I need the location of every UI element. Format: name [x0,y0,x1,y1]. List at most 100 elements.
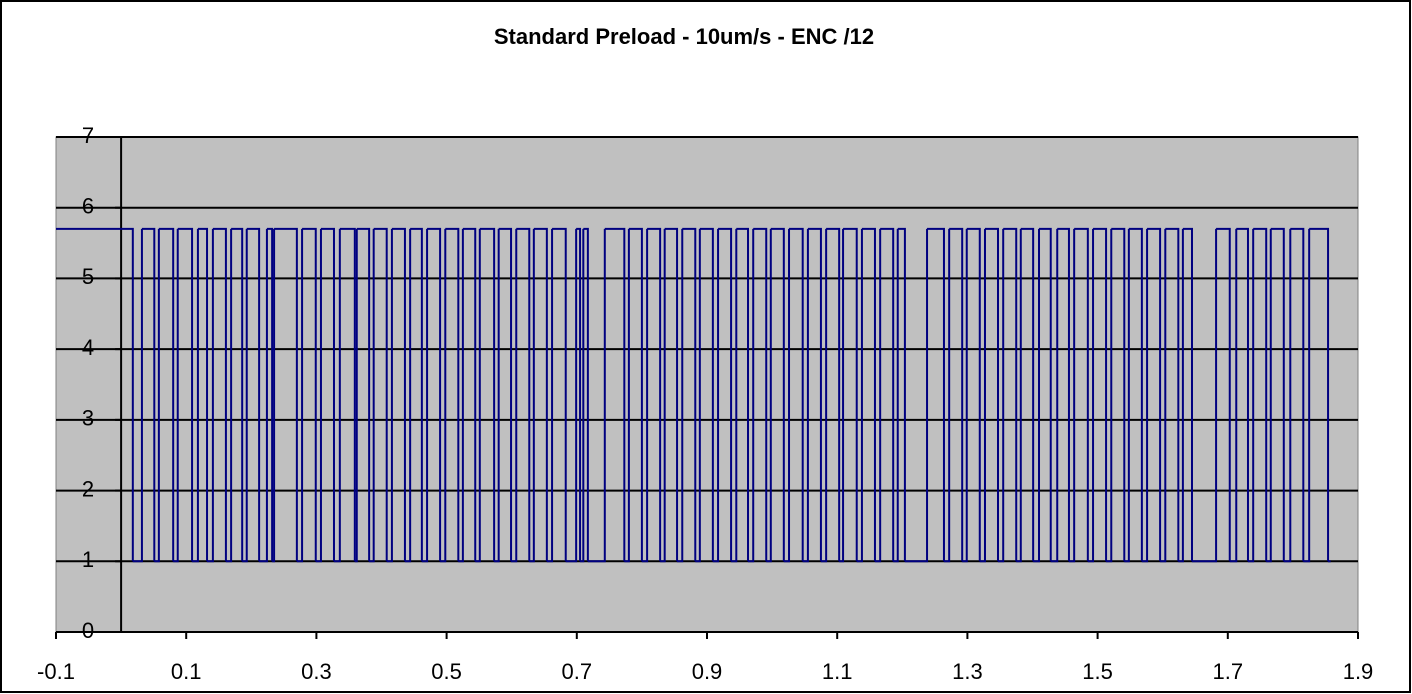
line-segment [856,228,863,563]
line-segment [1266,228,1272,563]
line-segment [966,227,981,562]
y-tick-label: 2 [82,476,94,501]
line-segment [1106,228,1113,563]
line-segment [158,227,175,562]
y-tick-label: 6 [82,194,94,219]
line-segment [1191,228,1218,563]
line-segment [1050,228,1059,563]
line-segment [302,227,317,562]
line-segment [320,227,335,562]
line-segment [404,228,412,563]
line-segment [373,227,388,562]
line-segment [962,228,968,563]
line-segment [641,228,649,563]
line-segment [839,228,845,563]
line-segment [266,227,274,562]
line-segment [861,227,876,562]
line-segment [1003,227,1018,562]
line-segment [552,227,567,562]
line-segment [1236,227,1249,562]
line-segment [154,228,160,563]
x-tick-label: 1.1 [822,659,853,684]
line-segment [494,228,500,563]
line-segment [462,227,477,562]
line-segment [498,227,513,562]
line-segment [979,228,986,563]
line-segment [354,228,358,563]
line-segment [546,228,554,563]
y-tick-label: 4 [82,335,94,360]
x-tick-label: 0.3 [301,659,332,684]
x-tick-label: 1.7 [1213,659,1244,684]
line-segment [386,228,393,563]
line-segment [231,227,244,562]
line-segment [984,227,999,562]
line-segment [604,227,626,562]
line-segment [820,228,828,563]
line-segment [628,227,643,562]
line-segment [192,228,199,563]
line-segment [904,228,929,563]
line-segment [475,228,481,563]
line-segment [529,228,535,563]
line-segment [660,228,666,563]
line-segment [843,227,858,562]
x-tick-label: 0.7 [562,659,593,684]
line-segment [565,228,578,563]
line-segment [479,227,496,562]
x-tick-label: 0.9 [692,659,723,684]
line-segment [624,228,630,563]
line-segment [748,228,755,563]
x-tick-label: 0.1 [171,659,202,684]
line-segment [391,227,406,562]
line-segment [272,228,276,563]
line-segment [664,227,679,562]
line-segment [770,227,785,562]
line-segment [897,227,906,562]
line-segment [718,227,733,562]
line-segment [427,227,442,562]
line-segment [1247,228,1255,563]
line-segment [949,227,964,562]
line-segment [1147,227,1162,562]
line-segment [699,227,714,562]
y-tick-label: 0 [82,618,94,643]
line-segment [1124,228,1130,563]
line-segment [1309,227,1330,562]
line-segment [712,228,720,563]
line-segment [943,228,951,563]
line-segment [1165,227,1180,562]
line-segment [1182,227,1193,562]
line-segment [927,227,945,562]
line-segment [212,227,227,562]
line-segment [197,227,209,562]
line-segment [511,228,518,563]
line-segment [807,227,822,562]
line-segment [458,228,464,563]
line-segment [356,227,371,562]
line-segment [1141,228,1149,563]
y-tick-label: 7 [82,123,94,148]
line-segment [445,227,460,562]
line-segment [1270,227,1285,562]
line-segment [893,228,899,563]
line-segment [576,227,582,562]
line-segment [141,227,156,562]
line-segment [997,228,1005,563]
x-tick-label: 0.5 [431,659,462,684]
line-segment [410,227,423,562]
line-segment [339,227,356,562]
line-segment [296,228,304,563]
chart-title: Standard Preload - 10um/s - ENC /12 [494,24,874,49]
x-tick-label: 1.5 [1082,659,1113,684]
line-segment [1111,227,1126,562]
line-segment [682,227,697,562]
line-segment [580,228,585,563]
line-segment [783,228,791,563]
line-segment [766,228,772,563]
line-segment [789,227,804,562]
line-segment [533,227,548,562]
line-segment [1160,228,1167,563]
line-segment [1068,228,1076,563]
